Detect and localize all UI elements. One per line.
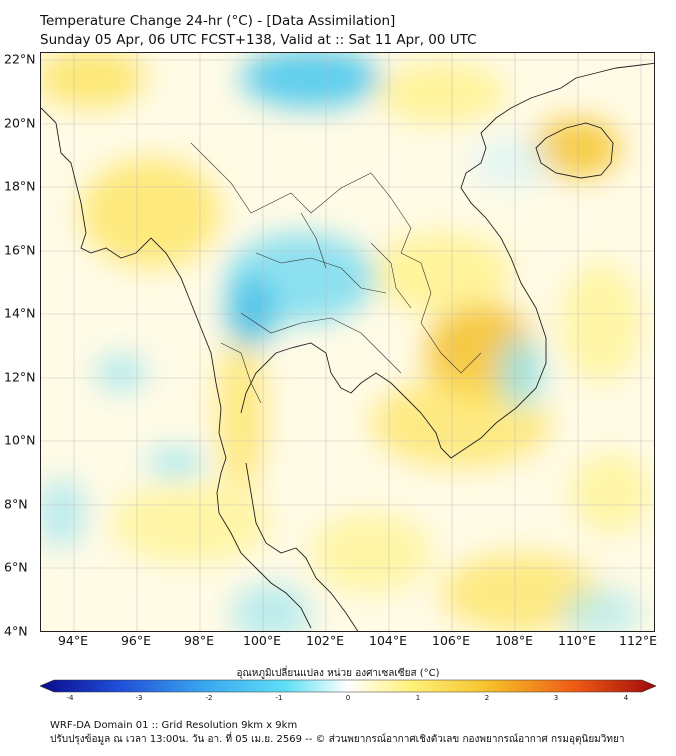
colorbar-tick: -2 — [205, 694, 213, 702]
lon-label-100e: 100°E — [242, 633, 282, 648]
colorbar-tick: -3 — [135, 694, 143, 702]
lon-label-98e: 98°E — [183, 633, 215, 648]
colorbar-tick: 2 — [484, 694, 490, 702]
admin-borders — [190, 142, 482, 404]
lon-label-104e: 104°E — [368, 633, 408, 648]
lon-label-106e: 106°E — [431, 633, 471, 648]
lon-label-96e: 96°E — [120, 633, 152, 648]
lat-label-10n: 10°N — [4, 432, 36, 448]
colorbar-tick: 0 — [345, 694, 351, 702]
colorbar-tick: 3 — [553, 694, 559, 702]
map-panel — [40, 52, 655, 632]
colorbar-title: อุณหภูมิเปลี่ยนแปลง หน่วย องศาเซลเซียส (… — [236, 668, 440, 679]
map-subtitle: Sunday 05 Apr, 06 UTC FCST+138, Valid at… — [40, 32, 477, 48]
footer: WRF-DA Domain 01 :: Grid Resolution 9km … — [50, 719, 624, 747]
colorbar-tick: -1 — [275, 694, 283, 702]
lon-label-112e: 112°E — [618, 633, 658, 648]
lon-label-94e: 94°E — [57, 633, 89, 648]
lat-label-12n: 12°N — [4, 369, 36, 385]
lat-label-22n: 22°N — [4, 51, 36, 67]
colorbar-tick: 4 — [623, 694, 629, 702]
colorbar-tick: 1 — [415, 694, 421, 702]
lat-label-6n: 6°N — [4, 559, 28, 575]
colorbar-tick: -4 — [66, 694, 74, 702]
lon-label-108e: 108°E — [494, 633, 534, 648]
lat-label-16n: 16°N — [4, 242, 36, 258]
lon-label-110e: 110°E — [557, 633, 597, 648]
map-title: Temperature Change 24-hr (°C) - [Data As… — [40, 13, 396, 29]
colorbar — [40, 679, 656, 693]
lat-label-18n: 18°N — [4, 178, 36, 194]
lat-label-4n: 4°N — [4, 623, 28, 639]
temperature-map — [41, 53, 654, 631]
lat-label-8n: 8°N — [4, 496, 28, 512]
footer-domain-info: WRF-DA Domain 01 :: Grid Resolution 9km … — [50, 720, 298, 731]
lat-label-20n: 20°N — [4, 115, 36, 131]
graticule — [41, 53, 654, 631]
lat-label-14n: 14°N — [4, 305, 36, 321]
title-block: Temperature Change 24-hr (°C) - [Data As… — [40, 12, 477, 50]
coastlines — [41, 62, 654, 631]
lon-label-102e: 102°E — [305, 633, 345, 648]
footer-credit: ปรับปรุงข้อมูล ณ เวลา 13:00น. วัน อา. ที… — [50, 734, 625, 745]
